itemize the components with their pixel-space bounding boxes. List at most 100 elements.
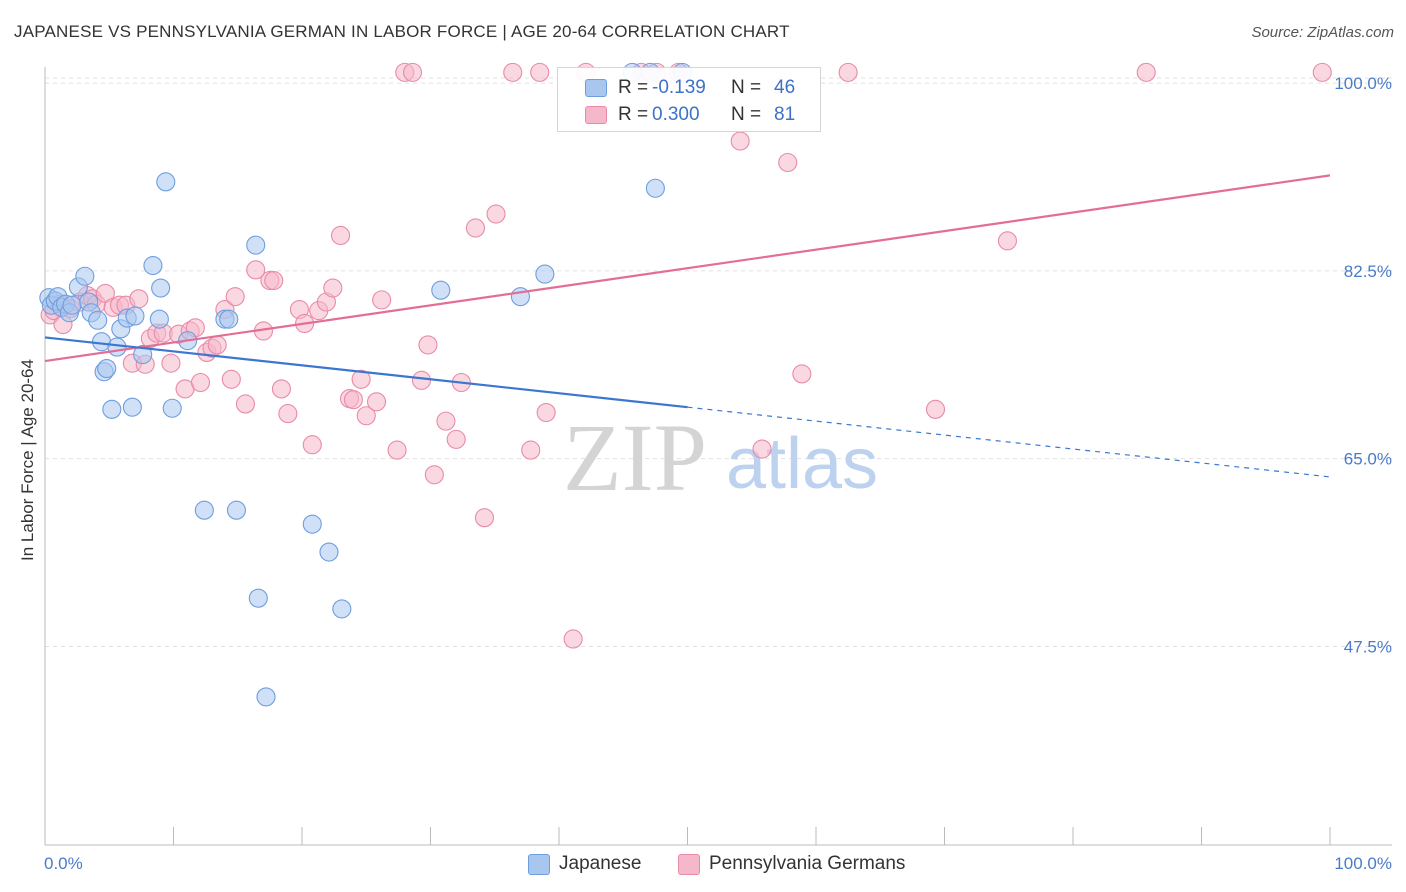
japanese-legend-swatch [528,854,550,875]
japanese-trendline-extension [687,406,1331,478]
japanese-trendline [44,336,688,409]
pennsylvania-point [278,404,298,424]
pennsylvania-point [474,508,495,528]
r-value: -0.139 [652,77,706,98]
pennsylvania-point [838,62,858,82]
pennsylvania-point [366,392,387,412]
japanese-point [75,266,95,286]
watermark: ZIP atlas [563,404,878,511]
pennsylvania-point [356,406,376,426]
y-tick-labels: 47.5% 65.0% 82.5% 100.0% [1334,74,1392,656]
pennsylvania-point [418,335,438,355]
r-label: R = [618,77,649,98]
japanese-point [332,599,352,619]
japanese-point [219,309,239,329]
pennsylvania-point [323,278,343,298]
japanese-point [133,345,153,365]
pennsylvania-point [1312,62,1332,82]
japanese-point [107,337,127,357]
pennsylvania-point [925,399,946,419]
japanese-point [151,278,171,298]
pennsylvania-point [351,369,371,389]
n-value: 81 [774,104,796,125]
pennsylvania-point [778,152,798,173]
pennsylvania-point [387,440,407,460]
trendlines [44,174,1331,478]
n-label: N = [731,77,762,98]
japanese-point [125,306,145,326]
pennsylvania-point [424,465,444,485]
japanese-point [194,500,214,520]
y-tick-label: 82.5% [1344,262,1392,281]
pennsylvania-trendline [44,174,1331,363]
pennsylvania-point [372,290,392,310]
stats-row-pennsylvania: R = 0.300 N = 81 [558,100,820,130]
japanese-point [143,255,163,276]
japanese-point [645,178,665,198]
pennsylvania-point [486,204,506,224]
pennsylvania-point [129,289,149,309]
pennsylvania-point [1136,62,1156,82]
legend-label-japanese: Japanese [559,853,642,874]
r-value: 0.300 [652,104,700,125]
n-value: 46 [774,77,796,98]
pennsylvania-point [730,131,750,151]
watermark-zip: ZIP [563,404,707,511]
japanese-point [122,397,142,417]
japanese-point [256,687,276,707]
pennsylvania-point [207,335,227,355]
pennsylvania-point [752,439,772,459]
pennsylvania-legend-swatch [678,854,700,875]
x-tick-label-max: 100.0% [1334,854,1392,873]
watermark-atlas: atlas [726,424,878,504]
n-label: N = [731,104,762,125]
japanese-swatch [585,79,607,97]
japanese-point [88,310,108,330]
pennsylvania-point [536,402,556,423]
japanese-point [149,309,169,329]
japanese-point [431,280,451,300]
japanese-point [62,295,82,315]
pennsylvania-point [190,372,211,393]
grid-lines [45,77,1392,647]
correlation-stats-box: R = -0.139 N = 46 R = 0.300 N = 81 [557,67,821,132]
pennsylvania-point [246,260,266,280]
japanese-point [162,398,182,418]
pennsylvania-point [402,62,423,82]
japanese-point [535,264,555,284]
stats-row-japanese: R = -0.139 N = 46 [558,73,820,103]
chart-title: JAPANESE VS PENNSYLVANIA GERMAN IN LABOR… [14,22,790,41]
y-tick-label: 47.5% [1344,637,1392,656]
pennsylvania-point [436,411,456,431]
y-tick-label: 100.0% [1334,74,1392,93]
y-tick-label: 65.0% [1344,450,1392,469]
pennsylvania-point [465,218,486,238]
legend-label-pennsylvania: Pennsylvania Germans [709,853,906,874]
pennsylvania-point [411,370,432,390]
pennsylvania-point [161,353,181,373]
pennsylvania-point [264,270,284,291]
japanese-point [102,399,122,419]
japanese-point [226,500,247,520]
pennsylvania-point [792,364,812,384]
source-label: Source: ZipAtlas.com [1251,24,1394,41]
pennsylvania-point [503,62,523,82]
pennsylvania-points [40,62,1332,649]
pennsylvania-point [271,379,291,399]
japanese-point [246,235,266,255]
pennsylvania-point [343,390,363,410]
japanese-point [319,542,339,562]
pennsylvania-point [446,429,466,449]
pennsylvania-point [221,369,241,389]
japanese-point [302,514,322,534]
pennsylvania-point [997,231,1018,251]
pennsylvania-swatch [585,106,607,124]
r-label: R = [618,104,649,125]
x-tick-label-min: 0.0% [44,854,83,873]
axes [44,67,1392,846]
pennsylvania-point [302,435,322,455]
japanese-point [248,588,268,608]
pennsylvania-point [530,62,550,82]
pennsylvania-point [563,629,583,649]
